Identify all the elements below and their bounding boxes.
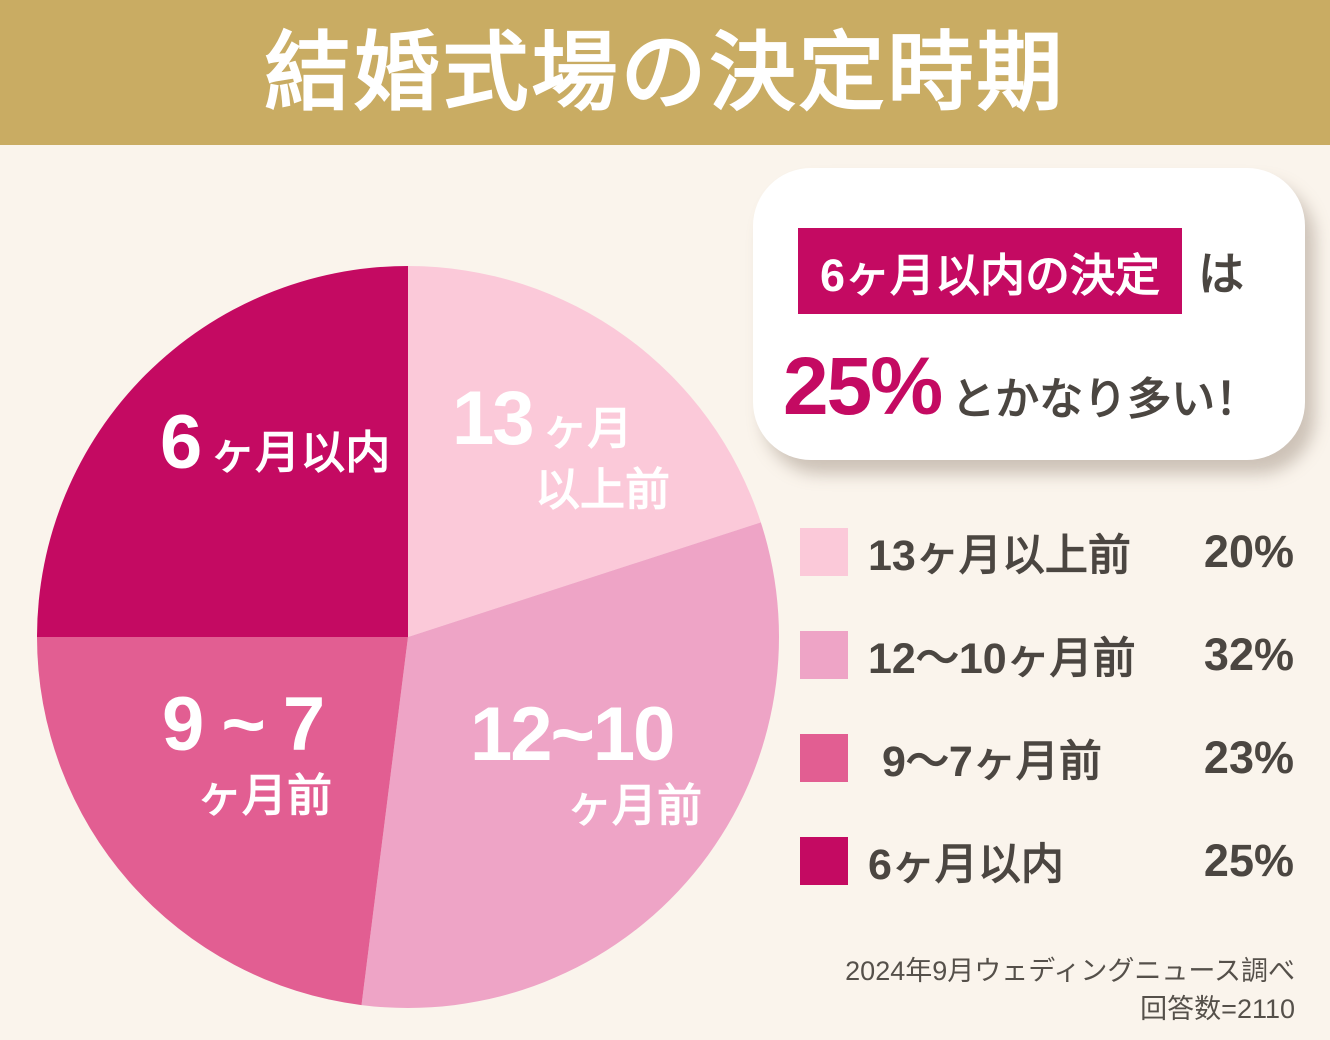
legend-percent-within6: 25% xyxy=(1203,835,1294,886)
legend-label-12to10: 12〜10ヶ月前 xyxy=(868,635,1136,683)
pie-chart-svg xyxy=(37,266,779,1008)
legend-item-13plus: 13ヶ月以上前 20% xyxy=(800,526,1294,580)
callout-highlight-box: 6ヶ月以内の決定 xyxy=(798,228,1183,314)
legend-swatch-9to7 xyxy=(800,734,848,782)
pie-slice-label-9to7-line2: ヶ月前 xyxy=(196,770,332,821)
legend-item-12to10: 12〜10ヶ月前 32% xyxy=(800,629,1294,683)
legend-label-9to7: 9〜7ヶ月前 xyxy=(882,738,1102,786)
pie-slice-label-12to10-line2: ヶ月前 xyxy=(566,780,702,831)
pie-slice-label-within6: 6 ヶ月以内 xyxy=(160,405,390,481)
legend-item-9to7: 9〜7ヶ月前 23% xyxy=(800,732,1294,786)
pie-chart: 13 ヶ月 以上前 12~10 ヶ月前 9 ~ 7 ヶ月前 6 ヶ月以内 xyxy=(28,257,788,1017)
callout-trailing-text: とかなり多い！ xyxy=(951,375,1260,424)
pie-slice-9to7 xyxy=(37,637,408,1006)
pie-slice-label-9to7-big: 9 ~ 7 xyxy=(162,682,325,767)
legend-percent-13plus: 20% xyxy=(1203,526,1294,577)
pie-slice-label-13plus-line2: 以上前 xyxy=(534,464,670,515)
legend-swatch-within6 xyxy=(800,837,848,885)
callout-line2: 25% とかなり多い！ xyxy=(783,346,1259,428)
pie-slice-within6 xyxy=(37,266,408,637)
legend-item-within6: 6ヶ月以内 25% xyxy=(800,835,1294,889)
callout-bubble: 6ヶ月以内の決定 は 25% とかなり多い！ xyxy=(753,168,1305,460)
source-line2: 回答数=2110 xyxy=(1140,994,1295,1024)
pie-slice-label-9to7: 9 ~ 7 ヶ月前 xyxy=(162,682,332,821)
legend-swatch-12to10 xyxy=(800,631,848,679)
pie-slice-label-13plus-small: ヶ月 xyxy=(542,403,633,454)
callout-particle: は xyxy=(1198,248,1245,300)
callout-highlight-text: 6ヶ月以内の決定 xyxy=(820,249,1161,301)
legend-label-within6: 6ヶ月以内 xyxy=(868,841,1064,889)
pie-slice-label-within6-small: ヶ月以内 xyxy=(210,427,391,478)
pie-slice-label-13plus: 13 ヶ月 以上前 xyxy=(452,376,670,515)
callout-percent: 25% xyxy=(783,341,943,432)
header-banner: 結婚式場の決定時期 xyxy=(0,0,1330,145)
page-title: 結婚式場の決定時期 xyxy=(264,24,1066,121)
pie-slice-label-12to10: 12~10 ヶ月前 xyxy=(470,692,702,831)
pie-slice-12to10 xyxy=(361,522,779,1008)
pie-slice-13plus xyxy=(408,266,761,637)
legend-swatch-13plus xyxy=(800,528,848,576)
legend-percent-9to7: 23% xyxy=(1203,732,1294,783)
source-note: 2024年9月ウェディングニュース調べ 回答数=2110 xyxy=(845,952,1295,1028)
pie-slice-label-within6-big: 6 xyxy=(160,400,202,485)
legend-label-13plus: 13ヶ月以上前 xyxy=(868,532,1131,580)
legend-percent-12to10: 32% xyxy=(1203,629,1294,680)
pie-slice-label-13plus-big: 13 xyxy=(452,376,535,461)
source-line1: 2024年9月ウェディングニュース調べ xyxy=(845,956,1295,986)
legend: 13ヶ月以上前 20% 12〜10ヶ月前 32% 9〜7ヶ月前 23% 6ヶ月以… xyxy=(800,526,1294,889)
pie-slice-label-12to10-big: 12~10 xyxy=(470,692,675,777)
callout-line1: 6ヶ月以内の決定 は xyxy=(798,228,1244,314)
